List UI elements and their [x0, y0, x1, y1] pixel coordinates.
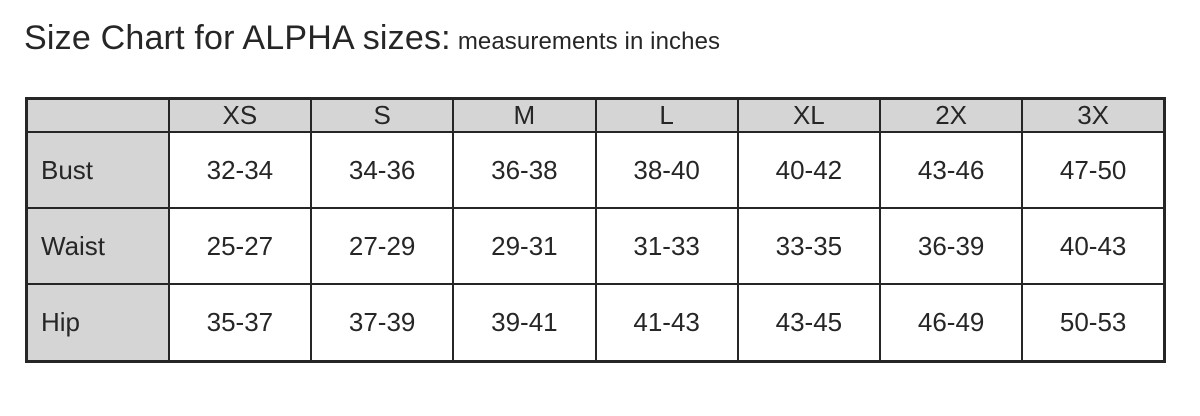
table-row-waist: Waist 25-27 27-29 29-31 31-33 33-35 36-3…	[25, 207, 1166, 286]
size-cell: 41-43	[594, 283, 739, 363]
header-row: XS S M L XL 2X 3X	[25, 97, 1166, 133]
size-cell: 27-29	[309, 207, 455, 286]
row-label-bust: Bust	[25, 130, 170, 210]
size-cell: 25-27	[167, 207, 313, 286]
size-cell: 47-50	[1021, 130, 1166, 210]
col-header-s: S	[309, 97, 455, 133]
size-cell: 50-53	[1021, 283, 1166, 363]
size-cell: 38-40	[594, 130, 739, 210]
size-cell: 43-45	[736, 283, 882, 363]
size-cell: 37-39	[309, 283, 455, 363]
size-cell: 32-34	[167, 130, 313, 210]
page-title-subtitle: measurements in inches	[457, 28, 721, 55]
size-cell: 39-41	[452, 283, 597, 363]
size-cell: 40-42	[736, 130, 882, 210]
table-row-hip: Hip 35-37 37-39 39-41 41-43 43-45 46-49 …	[25, 283, 1166, 363]
size-cell: 36-39	[878, 207, 1024, 286]
row-label-waist: Waist	[25, 207, 170, 286]
size-cell: 35-37	[167, 283, 313, 363]
table-row-bust: Bust 32-34 34-36 36-38 38-40 40-42 43-46…	[25, 130, 1166, 210]
size-cell: 40-43	[1021, 207, 1166, 286]
size-cell: 43-46	[878, 130, 1024, 210]
col-header-2x: 2X	[878, 97, 1024, 133]
col-header-m: M	[452, 97, 597, 133]
col-header-3x: 3X	[1021, 97, 1166, 133]
row-label-hip: Hip	[25, 283, 170, 363]
col-header-l: L	[594, 97, 739, 133]
size-cell: 29-31	[452, 207, 597, 286]
size-cell: 34-36	[309, 130, 455, 210]
size-chart-table: XS S M L XL 2X 3X Bust 32-34 34-36 36-38…	[25, 97, 1166, 363]
page-title: Size Chart for ALPHA sizes: measurements …	[24, 16, 720, 64]
size-cell: 46-49	[878, 283, 1024, 363]
size-cell: 33-35	[736, 207, 882, 286]
page-title-main: Size Chart for ALPHA sizes:	[24, 19, 451, 57]
col-header-xl: XL	[736, 97, 882, 133]
size-cell: 36-38	[452, 130, 597, 210]
corner-cell	[25, 97, 170, 133]
size-cell: 31-33	[594, 207, 739, 286]
col-header-xs: XS	[167, 97, 313, 133]
